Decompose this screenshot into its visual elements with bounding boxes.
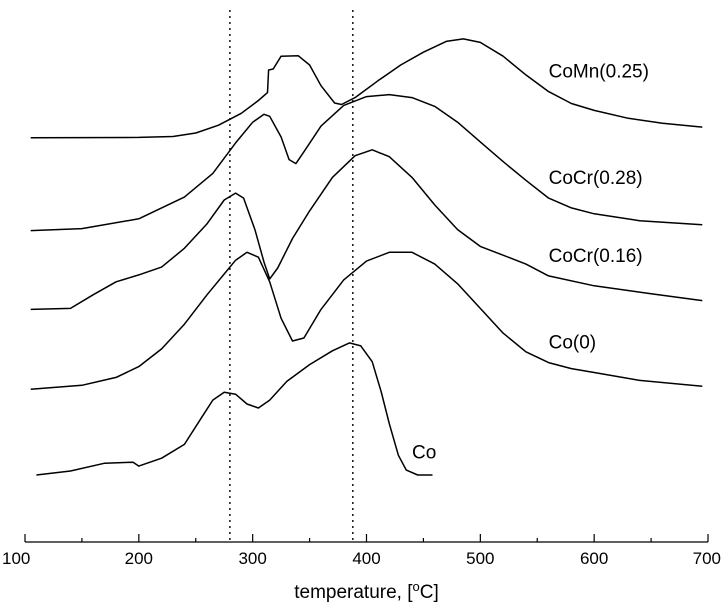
x-tick-label-100: 100 (2, 549, 30, 568)
x-axis-title-unit: C] (420, 582, 439, 603)
x-axis-title: temperature, [oC] (294, 579, 439, 603)
x-axis-title-main: temperature, [ (294, 582, 413, 603)
x-axis-title-sup: o (413, 579, 420, 594)
series-label-cocr-0-28: CoCr(0.28) (549, 168, 643, 189)
x-tick-label-300: 300 (238, 549, 266, 568)
series-line-cocr-0-28 (30, 93, 703, 232)
series-label-co: Co (412, 443, 436, 464)
series-group (30, 38, 703, 476)
x-tick-label-500: 500 (466, 549, 494, 568)
series-labels: CoMn(0.25) CoCr(0.28) CoCr(0.16) Co(0) Co (412, 62, 649, 464)
series-line-co (36, 342, 433, 476)
x-tick-label-200: 200 (125, 549, 153, 568)
x-tick-label-700: 700 (693, 549, 721, 568)
series-line-cocr-0-16 (30, 149, 703, 311)
series-label-comn-0-25: CoMn(0.25) (549, 62, 649, 83)
x-tick-label-600: 600 (580, 549, 608, 568)
series-label-co-0: Co(0) (549, 333, 597, 354)
x-tick-label-400: 400 (352, 549, 380, 568)
series-line-co-0 (30, 251, 703, 391)
series-label-cocr-0-16: CoCr(0.16) (549, 246, 643, 267)
series-line-comn-0-25 (30, 38, 703, 139)
x-axis-ticks: 100 200 300 400 500 600 700 (2, 534, 721, 568)
reference-lines (229, 10, 354, 542)
